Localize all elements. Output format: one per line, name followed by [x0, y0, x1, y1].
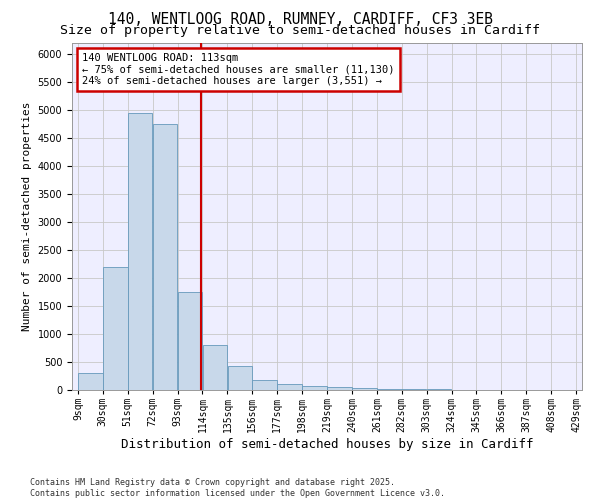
X-axis label: Distribution of semi-detached houses by size in Cardiff: Distribution of semi-detached houses by … [121, 438, 533, 451]
Bar [178, 292, 202, 390]
Bar [352, 388, 377, 390]
Bar [253, 380, 277, 390]
Bar [402, 389, 427, 390]
Y-axis label: Number of semi-detached properties: Number of semi-detached properties [22, 102, 32, 331]
Bar [327, 387, 352, 390]
Bar [302, 386, 327, 390]
Text: 140, WENTLOOG ROAD, RUMNEY, CARDIFF, CF3 3EB: 140, WENTLOOG ROAD, RUMNEY, CARDIFF, CF3… [107, 12, 493, 28]
Bar [203, 345, 227, 390]
Bar [128, 112, 152, 390]
Text: Size of property relative to semi-detached houses in Cardiff: Size of property relative to semi-detach… [60, 24, 540, 37]
Bar [377, 389, 401, 390]
Bar [227, 366, 252, 390]
Text: 140 WENTLOOG ROAD: 113sqm
← 75% of semi-detached houses are smaller (11,130)
24%: 140 WENTLOOG ROAD: 113sqm ← 75% of semi-… [82, 53, 395, 86]
Bar [103, 266, 128, 390]
Bar [277, 384, 302, 390]
Bar [78, 373, 103, 390]
Text: Contains HM Land Registry data © Crown copyright and database right 2025.
Contai: Contains HM Land Registry data © Crown c… [30, 478, 445, 498]
Bar [153, 124, 178, 390]
